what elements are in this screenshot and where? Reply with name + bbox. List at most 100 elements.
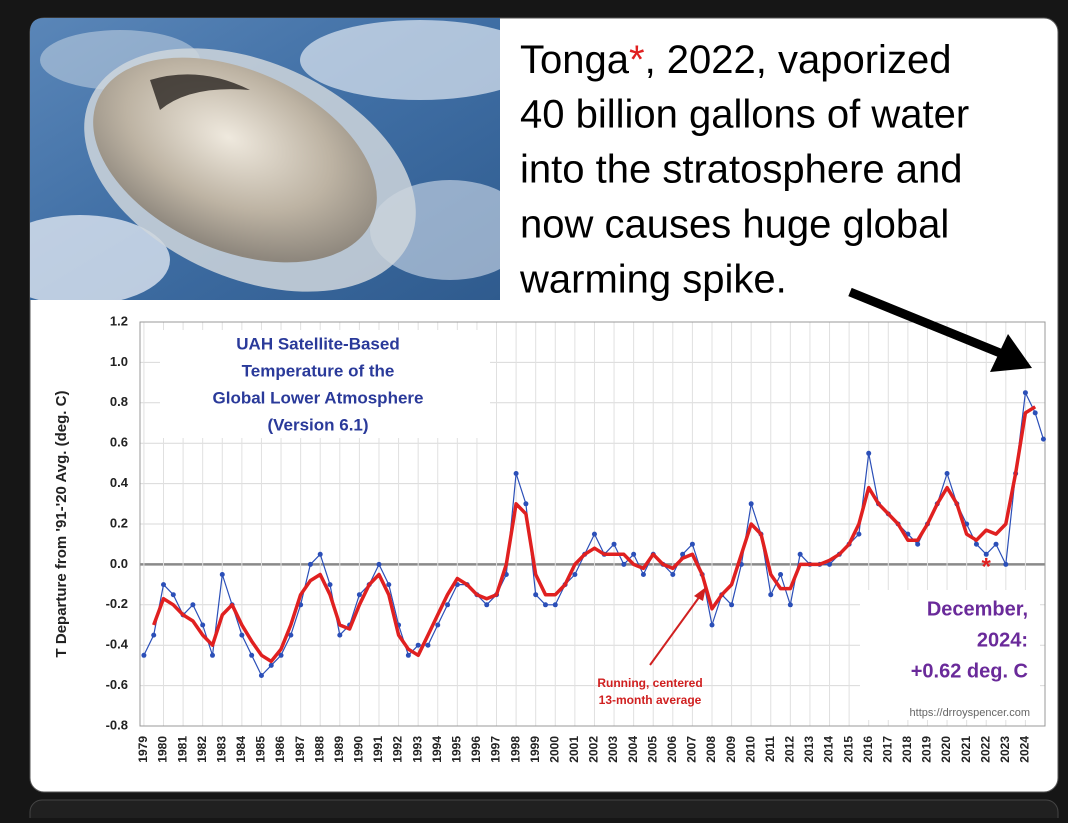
x-tick-label: 2014 xyxy=(822,736,836,763)
data-point xyxy=(748,501,754,507)
x-tick-label: 2007 xyxy=(685,736,699,763)
data-point xyxy=(435,622,441,628)
data-point xyxy=(405,652,411,658)
data-point xyxy=(386,582,392,588)
data xyxy=(141,390,1046,678)
x-tick-label: 1982 xyxy=(195,736,209,763)
x-tick-label: 2006 xyxy=(665,736,679,763)
x-tick-label: 1986 xyxy=(273,736,287,763)
data-point xyxy=(523,501,529,507)
x-tick-label: 1994 xyxy=(430,736,444,763)
x-tick-label: 1998 xyxy=(508,736,522,763)
labels: -0.8 -0.6 -0.4 -0.2 0.0 0.2 0.4 0.6 0.8 1.0 1.2 197… xyxy=(53,313,1032,762)
data-point xyxy=(356,592,362,598)
x-tick-label: 2023 xyxy=(998,736,1012,763)
data-point xyxy=(249,652,255,658)
data-point xyxy=(209,652,215,658)
asterisk: * xyxy=(982,553,992,580)
x-tick-label: 1992 xyxy=(391,736,405,763)
note-arrow xyxy=(649,595,701,666)
data-point xyxy=(797,551,803,557)
y-tick-label: 0.2 xyxy=(110,515,128,530)
data-point xyxy=(993,541,999,547)
x-tick-label: 2008 xyxy=(704,736,718,763)
x-tick-label: 1991 xyxy=(371,736,385,763)
x-tick-label: 1981 xyxy=(175,736,189,763)
data-point xyxy=(278,652,284,658)
x-tick-label: 2019 xyxy=(920,736,934,763)
y-tick-label: 0.8 xyxy=(110,394,128,409)
chart-title: Global Lower Atmosphere xyxy=(213,388,424,407)
x-tick-label: 2002 xyxy=(587,736,601,763)
running-note: Running, centered xyxy=(597,676,702,690)
annotation-box xyxy=(860,590,1040,720)
pointer-arrow xyxy=(848,287,1007,360)
x-tick-label: 2013 xyxy=(802,736,816,763)
headline-text: Tonga xyxy=(520,38,630,82)
title-box xyxy=(160,330,490,438)
y-tick-label: 0.0 xyxy=(110,556,128,571)
y-tick-label: -0.8 xyxy=(106,717,128,732)
x-tick-label: 1983 xyxy=(214,736,228,763)
source: https://drroyspencer.com xyxy=(910,707,1030,719)
headline-asterisk: * xyxy=(629,38,645,82)
chart-title: UAH Satellite-Based xyxy=(236,334,399,353)
x-tick-label: 2022 xyxy=(978,736,992,763)
data-point xyxy=(170,592,176,598)
data-point xyxy=(239,632,245,638)
headline-line: warming spike. xyxy=(519,258,787,302)
data-point xyxy=(513,471,519,476)
headline-line: into the stratosphere and xyxy=(520,148,963,192)
data-point xyxy=(258,673,264,678)
x-tick-label: 2011 xyxy=(763,736,777,762)
data-point xyxy=(484,602,490,608)
x-tick-label: 2020 xyxy=(939,736,953,763)
x-tick-label: 1995 xyxy=(450,736,464,763)
pointer-arrowhead xyxy=(990,334,1032,372)
y-tick-label: 1.2 xyxy=(110,313,128,328)
x-tick-label: 2016 xyxy=(861,736,875,763)
data-point xyxy=(611,541,617,547)
x-tick-label: 2009 xyxy=(724,736,738,763)
data-point xyxy=(190,602,196,608)
x-tick-label: 2004 xyxy=(626,736,640,763)
data-point xyxy=(1040,436,1046,442)
x-tick-label: 1979 xyxy=(136,736,150,763)
headline-line: 40 billion gallons of water xyxy=(520,93,969,137)
data-point xyxy=(944,471,950,476)
data-point xyxy=(151,632,157,638)
x-tick-label: 1993 xyxy=(410,736,424,763)
x-tick-label: 1985 xyxy=(254,736,268,763)
x-tick-label: 2000 xyxy=(547,736,561,763)
note-arrowhead xyxy=(694,587,706,601)
data-point xyxy=(219,572,225,577)
x-tick-label: 2017 xyxy=(880,736,894,763)
satellite-image xyxy=(30,18,500,300)
data-point xyxy=(327,582,333,588)
data-point xyxy=(729,602,735,608)
y-axis-title: T Departure from '91-'20 Avg. (deg. C) xyxy=(53,391,70,658)
series-line xyxy=(152,405,1037,664)
data-point xyxy=(445,602,451,608)
data-point xyxy=(591,531,597,537)
data-point xyxy=(640,572,646,577)
data-point xyxy=(631,551,637,557)
x-tick-label: 1989 xyxy=(332,736,346,763)
next-card xyxy=(29,799,1059,823)
x-tick-label: 1999 xyxy=(528,736,542,763)
data-point xyxy=(827,561,833,567)
data-point xyxy=(866,450,872,456)
data-point xyxy=(572,572,578,577)
data-point xyxy=(376,561,382,567)
x-tick-label: 2012 xyxy=(783,736,797,763)
x-tick-label: 1997 xyxy=(489,736,503,763)
data-point xyxy=(856,531,862,537)
y-tick-label: -0.2 xyxy=(106,596,128,611)
x-tick-label: 2003 xyxy=(606,736,620,763)
data-point xyxy=(337,632,343,638)
data-point xyxy=(983,551,989,557)
data-point xyxy=(680,551,686,557)
x-tick-label: 2010 xyxy=(743,736,757,763)
data-point xyxy=(670,572,676,577)
